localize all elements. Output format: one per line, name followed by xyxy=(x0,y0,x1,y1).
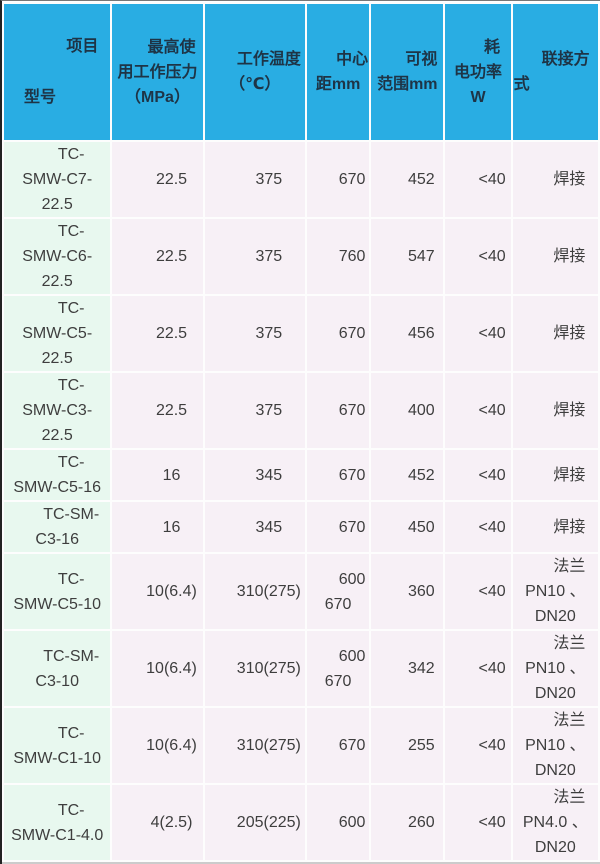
cell-center-distance: 670 xyxy=(307,450,370,500)
cell-connection: 焊接 xyxy=(512,219,598,294)
cell-pressure: 10(6.4) xyxy=(112,554,203,629)
cell-center-distance: 600 xyxy=(307,785,370,860)
table-row: TC- SMW-C3- 22.5 22.5 375 670 400 <40 焊接 xyxy=(4,373,598,448)
table-row: TC- SMW-C1-10 10(6.4) 310(275) 670 255 <… xyxy=(4,708,598,783)
cell-connection: 焊接 xyxy=(512,142,598,217)
col-header-visible-range: 可视 范围mm xyxy=(371,4,444,140)
cell-power: <40 xyxy=(445,502,511,552)
cell-center-distance: 600 670 xyxy=(307,554,370,629)
cell-visible-range: 456 xyxy=(371,296,444,371)
header-row: 项目 型号 最高使 用工作压力 （MPa） 工作温度 （℃） 中心 距mm 可视… xyxy=(4,4,598,140)
table-row: TC- SMW-C1-4.0 4(2.5) 205(225) 600 260 <… xyxy=(4,785,598,860)
cell-temperature: 375 xyxy=(204,296,305,371)
cell-pressure: 22.5 xyxy=(112,373,203,448)
cell-power: <40 xyxy=(445,554,511,629)
cell-pressure: 16 xyxy=(112,502,203,552)
cell-connection: 法兰 PN10 、 DN20 xyxy=(512,708,598,783)
cell-connection: 法兰 PN10 、 DN20 xyxy=(512,554,598,629)
cell-connection: 法兰 PN10 、 DN20 xyxy=(512,631,598,706)
cell-visible-range: 360 xyxy=(371,554,444,629)
cell-power: <40 xyxy=(445,708,511,783)
cell-connection: 焊接 xyxy=(512,373,598,448)
cell-center-distance: 760 xyxy=(307,219,370,294)
table-row: TC- SMW-C7- 22.5 22.5 375 670 452 <40 焊接 xyxy=(4,142,598,217)
cell-temperature: 310(275) xyxy=(204,631,305,706)
cell-model: TC- SMW-C3- 22.5 xyxy=(4,373,111,448)
cell-temperature: 310(275) xyxy=(204,708,305,783)
cell-model: TC- SMW-C6- 22.5 xyxy=(4,219,111,294)
cell-visible-range: 547 xyxy=(371,219,444,294)
cell-visible-range: 255 xyxy=(371,708,444,783)
cell-connection: 焊接 xyxy=(512,450,598,500)
cell-center-distance: 670 xyxy=(307,502,370,552)
model-label: 型号 xyxy=(24,89,57,106)
cell-model: TC-SM- C3-16 xyxy=(4,502,111,552)
cell-connection: 焊接 xyxy=(512,502,598,552)
cell-model: TC-SM- C3-10 xyxy=(4,631,111,706)
cell-model: TC- SMW-C5- 22.5 xyxy=(4,296,111,371)
cell-temperature: 375 xyxy=(204,142,305,217)
cell-pressure: 16 xyxy=(112,450,203,500)
col-header-connection: 联接方 式 xyxy=(512,4,598,140)
table-row: TC- SMW-C5-16 16 345 670 452 <40 焊接 xyxy=(4,450,598,500)
cell-visible-range: 400 xyxy=(371,373,444,448)
table-row: TC- SMW-C6- 22.5 22.5 375 760 547 <40 焊接 xyxy=(4,219,598,294)
cell-temperature: 310(275) xyxy=(204,554,305,629)
cell-temperature: 375 xyxy=(204,219,305,294)
table-row: TC- SMW-C5- 22.5 22.5 375 670 456 <40 焊接 xyxy=(4,296,598,371)
cell-visible-range: 450 xyxy=(371,502,444,552)
cell-visible-range: 342 xyxy=(371,631,444,706)
table-row: TC-SM- C3-10 10(6.4) 310(275) 600 670 34… xyxy=(4,631,598,706)
cell-power: <40 xyxy=(445,450,511,500)
cell-power: <40 xyxy=(445,373,511,448)
item-model-split: 项目 型号 xyxy=(4,34,110,110)
cell-temperature: 345 xyxy=(204,450,305,500)
cell-model: TC- SMW-C1-10 xyxy=(4,708,111,783)
col-header-power: 耗 电功率 W xyxy=(445,4,511,140)
cell-power: <40 xyxy=(445,631,511,706)
col-header-pressure: 最高使 用工作压力 （MPa） xyxy=(112,4,203,140)
cell-pressure: 4(2.5) xyxy=(112,785,203,860)
cell-model: TC- SMW-C5-16 xyxy=(4,450,111,500)
cell-power: <40 xyxy=(445,785,511,860)
cell-pressure: 22.5 xyxy=(112,296,203,371)
cell-temperature: 375 xyxy=(204,373,305,448)
cell-power: <40 xyxy=(445,219,511,294)
cell-power: <40 xyxy=(445,142,511,217)
cell-connection: 焊接 xyxy=(512,296,598,371)
table-row: TC-SM- C3-16 16 345 670 450 <40 焊接 xyxy=(4,502,598,552)
cell-visible-range: 260 xyxy=(371,785,444,860)
cell-pressure: 22.5 xyxy=(112,142,203,217)
cell-temperature: 205(225) xyxy=(204,785,305,860)
cell-center-distance: 670 xyxy=(307,708,370,783)
col-header-center-distance: 中心 距mm xyxy=(307,4,370,140)
cell-visible-range: 452 xyxy=(371,142,444,217)
cell-connection: 法兰 PN4.0 、 DN20 xyxy=(512,785,598,860)
cell-temperature: 345 xyxy=(204,502,305,552)
cell-center-distance: 600 670 xyxy=(307,631,370,706)
cell-power: <40 xyxy=(445,296,511,371)
cell-model: TC- SMW-C7- 22.5 xyxy=(4,142,111,217)
cell-model: TC- SMW-C1-4.0 xyxy=(4,785,111,860)
cell-model: TC- SMW-C5-10 xyxy=(4,554,111,629)
cell-center-distance: 670 xyxy=(307,296,370,371)
table-row: TC- SMW-C5-10 10(6.4) 310(275) 600 670 3… xyxy=(4,554,598,629)
col-header-temperature: 工作温度 （℃） xyxy=(204,4,305,140)
item-label: 项目 xyxy=(66,38,99,55)
cell-center-distance: 670 xyxy=(307,142,370,217)
cell-pressure: 10(6.4) xyxy=(112,708,203,783)
col-header-item-model: 项目 型号 xyxy=(4,4,111,140)
cell-center-distance: 670 xyxy=(307,373,370,448)
cell-visible-range: 452 xyxy=(371,450,444,500)
cell-pressure: 10(6.4) xyxy=(112,631,203,706)
cell-pressure: 22.5 xyxy=(112,219,203,294)
